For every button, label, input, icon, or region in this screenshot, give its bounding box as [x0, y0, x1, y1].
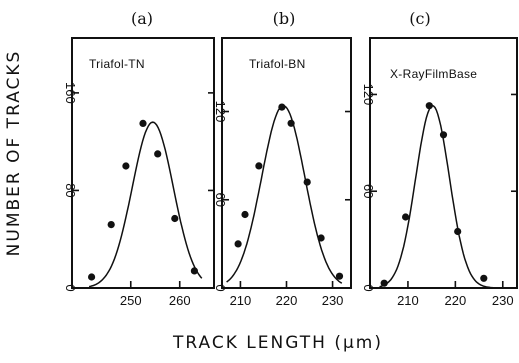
panel-a-points	[88, 119, 198, 281]
panel-b-x-tick-label: 230	[322, 293, 344, 308]
panel-a-frame	[71, 37, 215, 289]
panel-a-y-tick-label: 160	[63, 82, 78, 104]
panel-a: (a) Triafol-TN 250 260 0 80 160	[63, 9, 215, 308]
panel-a-y-tick-label: 0	[63, 284, 78, 291]
panel-a-x-tick-label: 250	[120, 293, 142, 308]
panel-c-fit-curve	[379, 105, 494, 289]
panel-a-data-point	[154, 150, 162, 158]
panel-c-data-point	[480, 274, 488, 282]
panel-b-fit-curve	[226, 104, 343, 284]
x-axis-title: TRACK LENGTH (μm)	[172, 333, 383, 353]
panel-c-data-point	[454, 227, 462, 236]
y-axis-title: NUMBER OF TRACKS	[4, 50, 24, 257]
panel-a-ticks	[72, 92, 214, 289]
panel-c-sample-name: X-RayFilmBase	[390, 67, 477, 81]
panel-c-label: (c)	[409, 9, 430, 28]
panel-b-x-tick-label: 220	[276, 293, 298, 308]
panel-c-y-tick-label: 0	[361, 284, 376, 291]
panel-b-points	[234, 103, 344, 280]
panel-b-data-point	[278, 103, 286, 111]
panel-a-data-point	[190, 267, 198, 275]
panel-b-y-tick-label: 60	[213, 193, 228, 207]
panel-a-data-point	[107, 221, 115, 229]
panel-a-data-point	[139, 119, 147, 127]
panel-b: (b) Triafol-BN 210 220 230 0 60 120	[213, 9, 352, 308]
panel-a-label: (a)	[131, 9, 153, 28]
panel-c-y-tick-label: 120	[361, 84, 376, 106]
panel-c-points	[380, 102, 488, 287]
panel-a-tick-labels: 250 260 0 80 160	[63, 82, 191, 308]
panel-c-data-point	[425, 102, 433, 110]
panel-b-label: (b)	[273, 9, 296, 28]
panel-b-y-tick-label: 120	[213, 101, 228, 123]
panel-b-ticks	[222, 110, 351, 289]
panel-b-data-point	[241, 210, 249, 219]
panel-c-x-tick-label: 230	[492, 293, 514, 308]
panel-c-x-tick-label: 210	[397, 293, 419, 308]
panel-a-fit-curve	[88, 121, 203, 288]
panel-b-frame	[221, 37, 352, 289]
panel-b-x-tick-label: 210	[230, 293, 252, 308]
panel-c-frame	[369, 37, 518, 289]
panel-b-data-point	[303, 178, 311, 186]
panel-b-tick-labels: 210 220 230 0 60 120	[213, 101, 343, 308]
panel-c-ticks	[370, 93, 517, 289]
panel-c-data-point	[380, 279, 388, 287]
panel-b-sample-name: Triafol-BN	[249, 57, 306, 71]
panel-a-y-tick-label: 80	[63, 183, 78, 197]
panel-c-data-point	[402, 213, 410, 221]
panel-c-x-tick-label: 220	[445, 293, 467, 308]
panel-b-data-point	[287, 119, 295, 127]
panel-b-data-point	[255, 162, 263, 170]
panel-b-data-point	[335, 272, 344, 280]
panel-c: (c) X-RayFilmBase 210 220 230 0 60 120	[361, 9, 518, 308]
panel-b-data-point	[317, 234, 325, 242]
panel-c-data-point	[439, 131, 448, 139]
panel-a-data-point	[171, 214, 179, 223]
panel-a-sample-name: Triafol-TN	[89, 57, 145, 71]
panel-a-data-point	[88, 273, 96, 281]
panel-b-data-point	[234, 240, 242, 248]
panel-c-tick-labels: 210 220 230 0 60 120	[361, 84, 514, 308]
panel-a-x-tick-label: 260	[169, 293, 191, 308]
panel-c-y-tick-label: 60	[361, 184, 376, 198]
panel-a-data-point	[122, 162, 130, 170]
panel-b-y-tick-label: 0	[213, 284, 228, 291]
